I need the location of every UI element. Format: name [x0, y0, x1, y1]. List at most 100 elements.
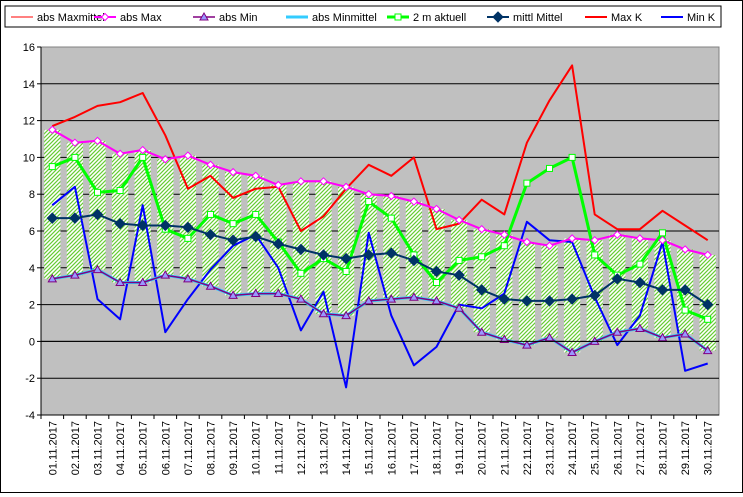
legend-label-min-k: Min K — [687, 12, 716, 24]
data-point-mittl-mittel — [272, 238, 285, 250]
data-point-2-m-aktuell — [184, 234, 192, 242]
data-point-abs-max — [319, 177, 328, 186]
data-point-abs-max — [567, 234, 577, 243]
legend-box — [4, 5, 722, 28]
x-tick-label: 11.11.2017 — [273, 421, 285, 474]
x-tick-label: 23.11.2017 — [545, 421, 557, 475]
data-point-2-m-aktuell — [207, 210, 214, 218]
x-tick-label: 22.11.2017 — [522, 421, 534, 475]
range-band — [202, 164, 219, 287]
data-point-abs-max — [545, 241, 554, 250]
range-band — [66, 142, 84, 276]
legend-marker-2-m-aktuell — [394, 13, 402, 21]
data-point-2-m-aktuell — [681, 306, 689, 314]
data-point-mittl-mittel — [701, 298, 714, 311]
series-line-min-k — [51, 185, 709, 389]
x-tick-label: 16.11.2017 — [386, 421, 398, 475]
data-point-abs-max — [48, 125, 57, 135]
data-point-abs-max — [522, 237, 532, 247]
series-line-2-m-aktuell — [51, 155, 709, 321]
data-point-abs-min — [250, 288, 261, 298]
x-tick-label: 21.11.2017 — [499, 421, 511, 475]
series-markers — [46, 125, 714, 356]
range-band — [224, 172, 242, 296]
data-point-abs-min — [296, 294, 306, 303]
y-tick-label: 16 — [23, 42, 35, 54]
x-tick-label: 12.11.2017 — [296, 421, 308, 475]
data-point-2-m-aktuell — [342, 267, 350, 275]
x-tick-label: 30.11.2017 — [703, 421, 715, 475]
range-band — [450, 219, 468, 309]
y-tick-label: 2 — [29, 300, 35, 312]
data-point-abs-min — [635, 323, 645, 333]
data-point-abs-max — [251, 171, 260, 181]
data-point-abs-min — [499, 334, 510, 344]
data-point-abs-min — [70, 270, 80, 279]
range-band — [337, 186, 355, 316]
y-tick-label: -2 — [25, 373, 35, 385]
data-point-abs-min — [612, 327, 623, 336]
data-point-abs-min — [273, 288, 284, 298]
x-tick-label: 03.11.2017 — [93, 421, 105, 475]
x-tick-label: 15.11.2017 — [364, 421, 376, 475]
data-point-mittl-mittel — [362, 249, 375, 261]
legend-label-abs-min: abs Min — [219, 12, 258, 24]
data-point-abs-max — [364, 189, 373, 199]
data-point-2-m-aktuell — [591, 251, 599, 259]
data-point-abs-min — [228, 290, 238, 299]
x-tick-label: 24.11.2017 — [567, 421, 579, 475]
data-point-2-m-aktuell — [433, 279, 440, 287]
legend-label-abs-max: abs Max — [120, 12, 162, 24]
x-tick-label: 13.11.2017 — [319, 421, 331, 475]
x-tick-label: 27.11.2017 — [635, 421, 647, 475]
x-tick-label: 09.11.2017 — [228, 421, 240, 475]
data-point-2-m-aktuell — [500, 242, 508, 250]
x-tick-label: 19.11.2017 — [454, 421, 466, 475]
data-point-2-m-aktuell — [455, 256, 463, 264]
data-point-2-m-aktuell — [568, 153, 576, 161]
range-band — [541, 245, 558, 338]
data-point-abs-max — [680, 245, 690, 254]
data-point-abs-max — [161, 155, 170, 164]
x-tick-label: 08.11.2017 — [206, 421, 218, 475]
data-point-mittl-mittel — [408, 254, 420, 267]
data-point-abs-min — [47, 273, 58, 283]
x-tick-label: 02.11.2017 — [70, 421, 82, 475]
x-tick-label: 01.11.2017 — [47, 421, 59, 475]
data-point-abs-min — [160, 270, 171, 279]
legend-label-abs-maxmittel: abs Maxmittel — [37, 12, 105, 24]
data-point-abs-min — [92, 264, 103, 274]
x-tick-label: 10.11.2017 — [251, 421, 263, 475]
data-point-2-m-aktuell — [71, 153, 79, 161]
data-point-abs-max — [115, 149, 125, 158]
y-tick-label: 4 — [29, 263, 35, 275]
data-point-2-m-aktuell — [116, 187, 124, 195]
data-point-abs-max — [387, 191, 396, 201]
data-point-mittl-mittel — [317, 249, 330, 261]
data-point-2-m-aktuell — [229, 220, 237, 228]
data-point-abs-min — [476, 327, 487, 336]
data-point-2-m-aktuell — [297, 269, 305, 277]
data-point-2-m-aktuell — [139, 153, 147, 161]
y-tick-label: 12 — [23, 116, 35, 128]
data-point-mittl-mittel — [340, 252, 352, 265]
data-point-mittl-mittel — [204, 228, 217, 241]
data-point-abs-min — [680, 329, 690, 338]
data-point-abs-max — [183, 151, 193, 160]
data-point-abs-max — [206, 160, 215, 169]
data-point-abs-max — [274, 180, 283, 190]
range-band — [134, 150, 151, 283]
range-band — [292, 181, 310, 300]
data-point-abs-max — [432, 204, 441, 214]
data-point-abs-min — [318, 308, 329, 318]
x-tick-label: 29.11.2017 — [680, 421, 692, 475]
data-point-2-m-aktuell — [365, 198, 373, 206]
data-point-mittl-mittel — [634, 276, 646, 289]
data-point-abs-min — [137, 277, 148, 287]
data-point-abs-max — [138, 145, 147, 155]
data-point-abs-min — [409, 292, 419, 301]
data-point-2-m-aktuell — [48, 163, 56, 171]
x-tick-label: 17.11.2017 — [409, 421, 421, 475]
